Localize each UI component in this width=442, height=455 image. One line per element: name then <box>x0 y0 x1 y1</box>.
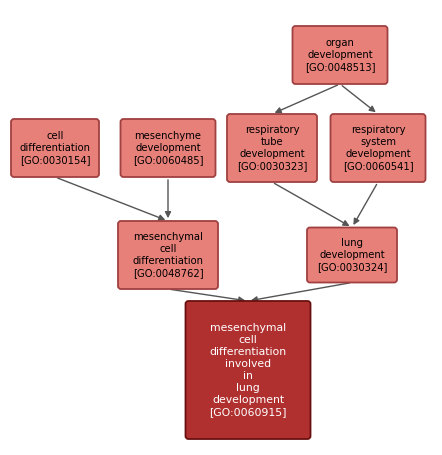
Text: cell
differentiation
[GO:0030154]: cell differentiation [GO:0030154] <box>19 131 91 165</box>
FancyBboxPatch shape <box>11 119 99 177</box>
Text: respiratory
tube
development
[GO:0030323]: respiratory tube development [GO:0030323… <box>237 125 307 171</box>
Text: lung
development
[GO:0030324]: lung development [GO:0030324] <box>317 238 387 272</box>
FancyBboxPatch shape <box>121 119 216 177</box>
Text: organ
development
[GO:0048513]: organ development [GO:0048513] <box>305 38 375 72</box>
Text: mesenchyme
development
[GO:0060485]: mesenchyme development [GO:0060485] <box>133 131 203 165</box>
FancyBboxPatch shape <box>186 301 310 439</box>
Text: mesenchymal
cell
differentiation
involved
in
lung
development
[GO:0060915]: mesenchymal cell differentiation involve… <box>209 323 287 417</box>
FancyBboxPatch shape <box>307 228 397 283</box>
Text: respiratory
system
development
[GO:0060541]: respiratory system development [GO:00605… <box>343 125 413 171</box>
Text: mesenchymal
cell
differentiation
[GO:0048762]: mesenchymal cell differentiation [GO:004… <box>133 232 203 278</box>
FancyBboxPatch shape <box>331 114 426 182</box>
FancyBboxPatch shape <box>118 221 218 289</box>
FancyBboxPatch shape <box>227 114 317 182</box>
FancyBboxPatch shape <box>293 26 388 84</box>
